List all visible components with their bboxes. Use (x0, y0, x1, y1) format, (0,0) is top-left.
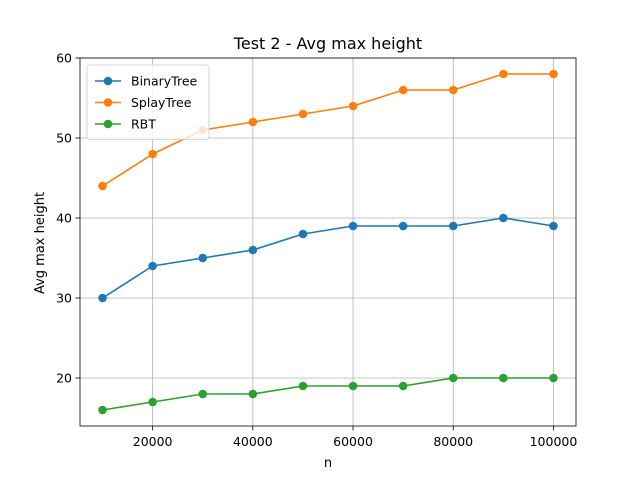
data-point-splaytree (448, 85, 458, 95)
x-tick-label: 60000 (333, 434, 373, 449)
y-tick-label: 50 (56, 131, 72, 146)
data-point-splaytree (398, 85, 408, 95)
series-line-rbt (102, 377, 554, 411)
x-tick-label: 80000 (433, 434, 473, 449)
data-point-rbt (248, 389, 258, 399)
data-point-binarytree (348, 221, 358, 231)
data-point-splaytree (348, 101, 358, 111)
y-tick-label: 30 (56, 291, 72, 306)
y-axis-label: Avg max height (33, 192, 48, 294)
legend-label-binarytree: BinaryTree (131, 74, 198, 89)
x-tick-label: 100000 (530, 434, 578, 449)
plot-area-frame (79, 57, 577, 427)
data-point-binarytree (198, 253, 208, 263)
data-point-binarytree (148, 261, 157, 271)
plot-series (98, 69, 558, 415)
data-point-splaytree (499, 69, 508, 79)
data-point-binarytree (549, 221, 558, 231)
data-point-rbt (549, 373, 558, 383)
data-point-binarytree (448, 221, 458, 231)
data-point-rbt (298, 381, 308, 391)
legend-label-rbt: RBT (131, 117, 156, 132)
x-tick-label: 20000 (133, 434, 173, 449)
series-line-splaytree (102, 73, 554, 187)
data-point-rbt (98, 405, 107, 415)
y-tick-label: 60 (56, 51, 72, 66)
data-point-binarytree (248, 245, 258, 255)
legend-marker-rbt (103, 119, 113, 129)
y-tick-label: 20 (56, 371, 72, 386)
legend-box (86, 64, 210, 140)
data-point-splaytree (298, 109, 308, 119)
data-point-rbt (499, 373, 508, 383)
data-point-splaytree (248, 117, 258, 127)
data-point-binarytree (98, 293, 107, 303)
data-point-rbt (348, 381, 358, 391)
legend-marker-binarytree (103, 76, 113, 86)
legend: BinaryTree SplayTree RBT (86, 64, 210, 140)
data-point-rbt (198, 389, 208, 399)
data-point-rbt (448, 373, 458, 383)
data-point-rbt (398, 381, 408, 391)
data-point-splaytree (549, 69, 558, 79)
legend-label-splaytree: SplayTree (131, 95, 192, 110)
y-tick-label: 40 (56, 211, 72, 226)
axes: 20000 40000 60000 80000 100000 20 30 40 50 60 (56, 51, 577, 450)
chart-title: Test 2 - Avg max height (233, 34, 422, 53)
x-axis-label: n (324, 456, 332, 471)
series-line-binarytree (102, 217, 554, 299)
x-tick-label: 40000 (233, 434, 273, 449)
data-point-binarytree (499, 213, 508, 223)
data-point-binarytree (398, 221, 408, 231)
data-point-rbt (148, 397, 157, 407)
data-point-binarytree (298, 229, 308, 239)
legend-marker-splaytree (103, 98, 113, 107)
data-point-splaytree (148, 149, 157, 159)
data-point-splaytree (98, 181, 107, 191)
